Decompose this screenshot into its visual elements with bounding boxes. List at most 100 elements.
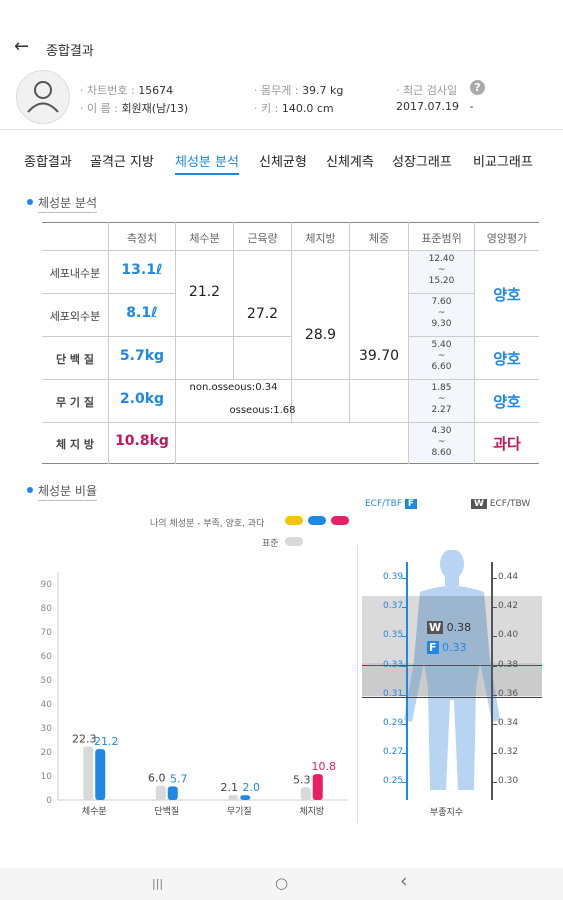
value-protein: 5.7kg — [119, 348, 165, 364]
value-mineral: 2.0kg — [119, 391, 165, 407]
bar-mine — [95, 749, 106, 800]
legend-low-swatch — [285, 516, 303, 525]
left-tick — [402, 753, 408, 755]
edema-index-label: 부종지수 — [430, 808, 464, 818]
muscle-total: 27.2 — [246, 306, 279, 322]
right-tick-label: 0.36 — [498, 688, 519, 699]
grade-water: 양호 — [493, 286, 521, 304]
left-tick-label: 0.27 — [383, 747, 404, 758]
bar-mine-label: 21.2 — [94, 735, 119, 748]
bar-standard — [228, 794, 239, 800]
row-label-icw: 세포내수분 — [49, 267, 101, 280]
tab-body-composition[interactable]: 체성분 분석 — [175, 151, 239, 175]
left-tick — [402, 578, 408, 579]
tab-growth-graph[interactable]: 성장그래프 — [392, 155, 452, 170]
y-tick-label: 10 — [41, 772, 53, 782]
f-value-label: F 0.33 — [427, 641, 467, 654]
bar-standard — [155, 785, 166, 800]
recent-date[interactable]: 2017.07.19 - — [396, 100, 474, 113]
header-weight: 체중 — [368, 232, 390, 245]
grade-fat: 과다 — [493, 435, 521, 453]
recent-label: · 최근 검사일 — [396, 84, 458, 97]
range-ecw: 7.60 ~9.30 — [431, 297, 452, 329]
legend-ok-swatch — [308, 516, 326, 525]
recent-apps-icon[interactable]: ||| — [152, 877, 164, 890]
header-body-water: 체수분 — [189, 232, 220, 245]
w-badge: W — [471, 499, 487, 509]
name-row: · 이 름 : 회원재(남/13) — [80, 102, 189, 115]
category-label: 무기질 — [227, 805, 252, 817]
tab-compare-graph[interactable]: 비교그래프 — [473, 155, 533, 170]
chart-no-row: · 차트번호 : 15674 — [80, 84, 174, 97]
left-tick — [402, 665, 408, 667]
range-protein: 5.40 ~6.60 — [431, 340, 452, 372]
tab-muscle-fat[interactable]: 골격근 지방 — [90, 155, 154, 170]
legend-mine-label: 나의 체성분 - 부족, 양호, 과다 — [150, 519, 265, 529]
height-row: · 키 : 140.0 cm — [254, 102, 334, 115]
tab-summary[interactable]: 종합결과 — [24, 155, 72, 170]
legend-std-label: 표준 — [262, 539, 279, 549]
left-tick — [402, 694, 408, 696]
bar-mine-label: 2.0 — [243, 781, 261, 794]
y-tick-label: 60 — [41, 652, 53, 662]
bar-standard — [83, 746, 94, 800]
y-tick-label: 30 — [41, 724, 53, 734]
grade-protein: 양호 — [493, 350, 521, 368]
tab-body-measure[interactable]: 신체계측 — [326, 155, 374, 170]
right-tick — [491, 578, 497, 579]
home-icon[interactable]: ○ — [275, 874, 289, 892]
value-ecw: 8.1ℓ — [126, 305, 158, 321]
tab-body-balance[interactable]: 신체균형 — [259, 155, 307, 170]
right-tick-label: 0.30 — [498, 776, 519, 787]
right-tick — [491, 665, 497, 667]
left-tick-label: 0.35 — [383, 630, 404, 641]
y-tick-label: 70 — [41, 628, 53, 638]
value-icw: 13.1ℓ — [121, 262, 163, 278]
avatar — [16, 70, 70, 124]
right-tick-label: 0.44 — [498, 572, 519, 582]
range-mineral: 1.85 ~2.27 — [431, 383, 452, 415]
y-tick-label: 80 — [41, 604, 53, 614]
right-tick — [491, 724, 497, 725]
y-tick-label: 90 — [41, 580, 53, 590]
header-range: 표준범위 — [421, 232, 462, 245]
page-title: 종합결과 — [46, 44, 94, 59]
left-tick-label: 0.39 — [383, 572, 404, 582]
category-label: 체수분 — [82, 806, 107, 817]
bar-mine — [312, 774, 323, 800]
back-arrow-icon[interactable]: ← — [14, 36, 30, 57]
nav-back-icon[interactable]: ‹ — [400, 870, 408, 892]
header-grade: 영양평가 — [486, 232, 528, 245]
help-icon[interactable]: ? — [470, 80, 485, 95]
section-dot — [27, 487, 33, 493]
right-tick — [491, 782, 497, 784]
category-label: 단백질 — [154, 805, 179, 817]
osseous-mineral: osseous:1.68 — [229, 405, 296, 416]
bar-standard-label: 2.1 — [221, 781, 239, 794]
weight-total: 39.70 — [358, 348, 400, 364]
divider — [0, 129, 563, 130]
category-label: 체지방 — [299, 806, 324, 817]
range-column-bg — [408, 250, 474, 462]
bar-standard-label: 22.3 — [72, 732, 97, 745]
right-axis — [491, 562, 493, 800]
legend-over-swatch — [331, 516, 349, 525]
right-tick-label: 0.42 — [498, 601, 519, 612]
right-tick-label: 0.34 — [498, 718, 519, 728]
left-tick-label: 0.33 — [383, 660, 403, 670]
left-tick-label: 0.31 — [383, 688, 404, 699]
bar-mine-label: 10.8 — [312, 760, 337, 773]
grade-mineral: 양호 — [493, 393, 521, 411]
left-tick-label: 0.37 — [383, 601, 404, 612]
analysis-table: 측정치 체수분 근육량 체지방 체중 표준범위 영양평가 세포내수분 세포외수분… — [42, 222, 539, 464]
left-tick-label: 0.29 — [383, 718, 404, 728]
left-tick-label: 0.25 — [383, 776, 404, 787]
header-body-fat: 체지방 — [305, 232, 336, 245]
tab-bar: 종합결과 골격근 지방 체성분 분석 신체균형 신체계측 성장그래프 비교그래프 — [0, 145, 563, 175]
bar-mine-label: 5.7 — [170, 772, 188, 785]
system-nav-bar: ||| ○ ‹ — [0, 868, 563, 900]
y-tick-label: 20 — [41, 748, 53, 758]
ecf-tbw-label: W ECF/TBW — [471, 499, 530, 509]
legend-std-swatch — [285, 537, 303, 546]
left-tick — [402, 607, 408, 609]
